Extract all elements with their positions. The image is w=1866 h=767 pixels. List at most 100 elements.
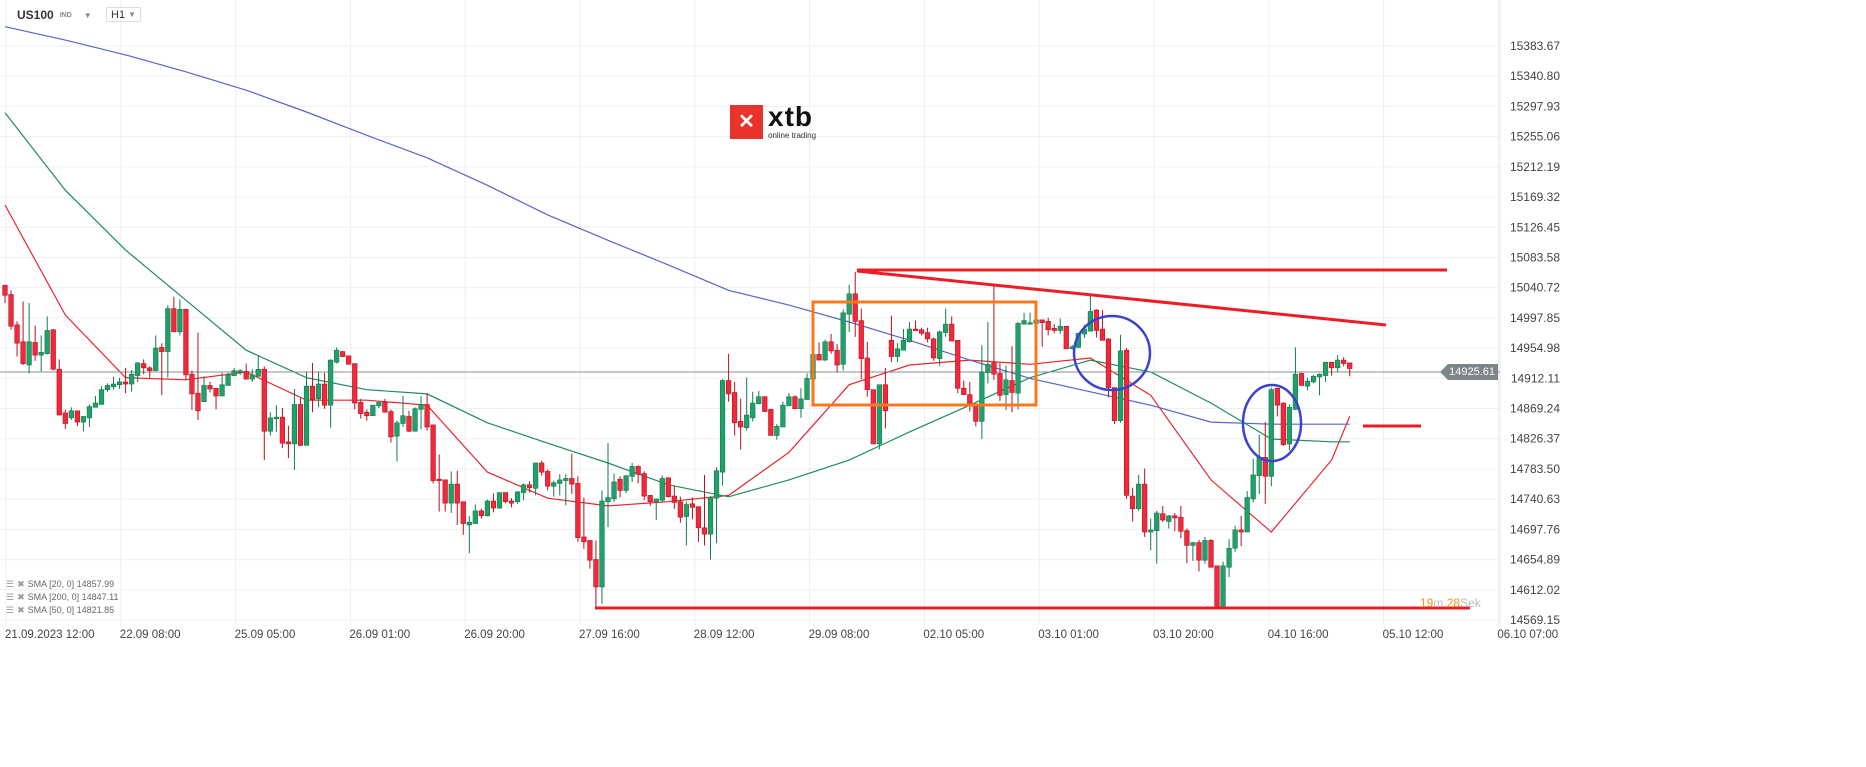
timer-minutes-unit: m bbox=[1433, 596, 1444, 610]
ellipse-drawing[interactable] bbox=[1072, 314, 1152, 392]
candle bbox=[539, 460, 545, 476]
ellipse-drawing[interactable] bbox=[1241, 383, 1303, 463]
symbol-selector[interactable]: US100 IND ▼ bbox=[17, 8, 92, 22]
candle bbox=[1256, 434, 1262, 494]
candle-body bbox=[442, 479, 448, 504]
candle bbox=[424, 393, 430, 431]
range-box-drawing[interactable] bbox=[811, 300, 1038, 407]
candle-body bbox=[1099, 328, 1106, 341]
candle bbox=[279, 407, 285, 449]
x-tick-label: 04.10 16:00 bbox=[1268, 629, 1329, 641]
candle-body bbox=[291, 404, 298, 445]
y-tick-label: 15297.93 bbox=[1510, 99, 1560, 113]
candle bbox=[581, 497, 587, 549]
legend-label: SMA [50, 0] 14821.85 bbox=[27, 605, 115, 615]
candle bbox=[472, 504, 478, 524]
candle bbox=[605, 443, 611, 528]
candle bbox=[213, 387, 219, 410]
settings-list-icon[interactable]: ☰ bbox=[6, 579, 15, 589]
candle-body bbox=[931, 338, 937, 359]
candle-body bbox=[153, 347, 159, 371]
descending-trendline[interactable] bbox=[856, 269, 1387, 327]
candle bbox=[1123, 348, 1130, 499]
candle-body bbox=[171, 308, 177, 333]
candle bbox=[858, 308, 864, 380]
y-tick-label: 14826.37 bbox=[1510, 432, 1560, 446]
candle-body bbox=[1190, 542, 1196, 546]
candle bbox=[1220, 561, 1226, 609]
candle bbox=[641, 471, 647, 501]
candle-body bbox=[129, 373, 135, 385]
candle bbox=[177, 299, 183, 336]
candle bbox=[442, 479, 448, 512]
candle-body bbox=[436, 478, 442, 481]
candle-body bbox=[780, 404, 786, 428]
candle bbox=[92, 396, 99, 408]
candle-body bbox=[177, 309, 183, 333]
candle bbox=[593, 540, 599, 610]
close-icon[interactable]: ✖ bbox=[17, 605, 25, 615]
candle bbox=[792, 395, 798, 409]
candle-body bbox=[388, 411, 394, 438]
candle bbox=[1232, 525, 1238, 552]
candle bbox=[695, 506, 702, 542]
timeframe-dropdown[interactable]: H1 ▼ bbox=[106, 7, 141, 22]
candle-body bbox=[466, 521, 472, 526]
x-tick-label: 06.10 07:00 bbox=[1497, 629, 1558, 641]
candle-body bbox=[1232, 529, 1238, 549]
candle-body bbox=[80, 416, 86, 423]
candle-body bbox=[32, 342, 38, 356]
candle-body bbox=[539, 462, 545, 473]
candle-body bbox=[1154, 512, 1160, 531]
close-icon[interactable]: ✖ bbox=[17, 579, 25, 589]
candle-body bbox=[786, 396, 792, 407]
candle bbox=[110, 376, 117, 390]
symbol-type: IND bbox=[59, 11, 72, 19]
candle-body bbox=[273, 416, 279, 419]
candle bbox=[382, 398, 388, 413]
candle-body bbox=[1027, 322, 1033, 325]
candle bbox=[171, 296, 177, 333]
candle bbox=[1063, 325, 1069, 350]
candle-body bbox=[376, 402, 382, 407]
candle-body bbox=[334, 349, 340, 363]
candle-body bbox=[653, 498, 659, 503]
candle bbox=[1021, 312, 1027, 325]
candle-body bbox=[328, 359, 334, 406]
candle-body bbox=[1214, 565, 1220, 609]
settings-list-icon[interactable]: ☰ bbox=[6, 592, 15, 602]
close-icon[interactable]: ✖ bbox=[17, 592, 25, 602]
candle-body bbox=[918, 329, 925, 334]
candle bbox=[870, 389, 876, 445]
candle-body bbox=[1304, 380, 1311, 387]
candle bbox=[961, 380, 967, 395]
candle-body bbox=[472, 510, 478, 524]
candle bbox=[201, 376, 207, 402]
candle bbox=[370, 404, 376, 417]
candle bbox=[38, 335, 44, 372]
candle-body bbox=[1244, 497, 1250, 533]
candle-body bbox=[62, 412, 68, 424]
candle-body bbox=[183, 309, 189, 376]
candle-body bbox=[496, 492, 503, 509]
settings-list-icon[interactable]: ☰ bbox=[6, 605, 15, 615]
candle bbox=[677, 496, 683, 523]
candle-body bbox=[1117, 350, 1124, 421]
candle bbox=[1304, 377, 1311, 391]
candle bbox=[231, 367, 237, 377]
candle-body bbox=[738, 421, 744, 428]
candle-body bbox=[846, 293, 852, 315]
candle-body bbox=[713, 470, 720, 499]
candle bbox=[448, 471, 454, 513]
candle bbox=[273, 405, 279, 432]
indicator-legend: ☰ ✖ SMA [20, 0] 14857.99 ☰ ✖ SMA [200, 0] 14… bbox=[6, 578, 119, 617]
candle bbox=[50, 329, 56, 371]
candle-body bbox=[1178, 516, 1184, 532]
candle-body bbox=[1208, 540, 1214, 568]
sma-lines bbox=[4, 26, 1351, 533]
x-axis: 21.09.2023 12:00 22.09 08:00 25.09 05:00 26… bbox=[5, 629, 1558, 641]
candle bbox=[906, 322, 913, 343]
candle-body bbox=[309, 385, 316, 400]
drawings[interactable] bbox=[595, 268, 1470, 610]
